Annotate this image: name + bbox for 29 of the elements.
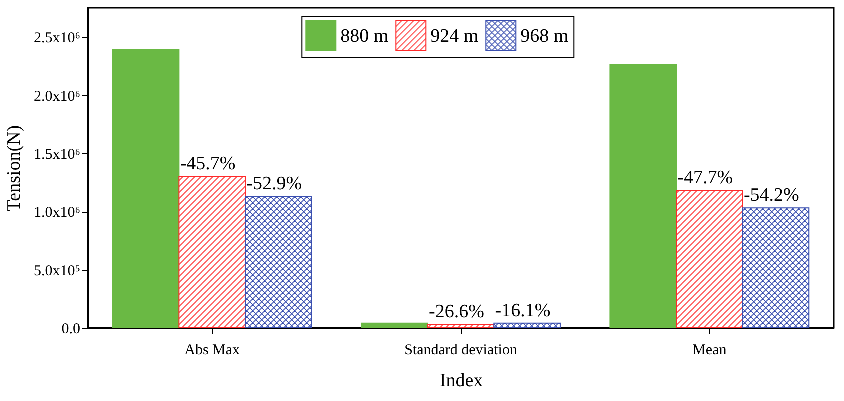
annotation: -52.9% — [246, 174, 302, 195]
x-axis-title: Index — [440, 370, 484, 392]
y-tick-label: 2.0x10⁶ — [34, 88, 80, 105]
bar — [178, 176, 246, 328]
annotation: -16.1% — [495, 300, 551, 322]
y-axis-title: Tension(N) — [4, 125, 26, 212]
bar — [742, 208, 810, 328]
bar — [361, 322, 428, 328]
x-tick-label: Standard deviation — [404, 342, 518, 358]
annotation: -47.7% — [678, 168, 734, 189]
legend-label: 880 m — [340, 26, 389, 47]
y-tick-label: 2.5x10⁶ — [34, 30, 80, 47]
y-tick-label: 5.0x10⁵ — [34, 263, 80, 280]
bar — [494, 322, 561, 328]
x-tick-label: Abs Max — [184, 342, 241, 358]
annotation: -26.6% — [429, 302, 485, 323]
bar — [676, 190, 744, 328]
y-tick-label: 0.0 — [62, 322, 80, 338]
y-tick-label: 1.0x10⁶ — [34, 205, 80, 222]
annotation: -54.2% — [744, 185, 800, 206]
legend-label: 968 m — [520, 26, 569, 47]
annotation: -45.7% — [180, 154, 236, 175]
bar — [112, 49, 180, 328]
x-tick-label: Mean — [692, 342, 728, 358]
bar — [244, 196, 312, 328]
bar — [427, 324, 495, 328]
y-tick-label: 1.5x10⁶ — [34, 146, 80, 163]
bar — [610, 64, 678, 328]
legend-label: 924 m — [430, 26, 479, 47]
